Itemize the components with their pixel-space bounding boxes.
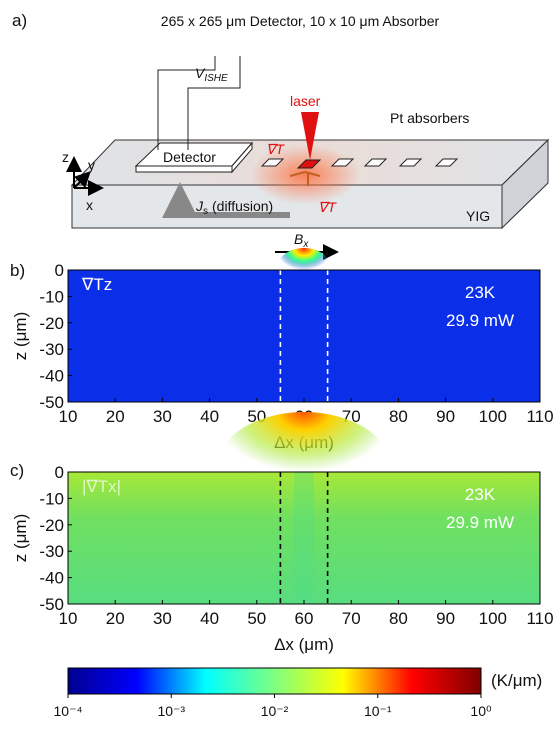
panel-label: a) [12,11,27,30]
yig-label: YIG [466,208,490,224]
y-axis-title: z (μm) [11,514,30,563]
wire [187,56,241,150]
laser-label: laser [290,93,321,109]
absorbers [260,158,459,169]
x-tick-label: 50 [247,609,266,628]
slab-side [501,138,549,230]
x-axis-title: Δx (μm) [274,635,334,654]
laser-beam [301,112,319,160]
schematic: z y x VISHE Detector laser Pt absorbers … [62,56,550,260]
colorbar-tick-label: 10⁻² [261,703,289,719]
x-tick-label: 70 [342,609,361,628]
x-tick-label: 90 [436,407,455,426]
heat-arrows [289,171,321,186]
x-tick-label: 30 [153,407,172,426]
j-sub: s [203,206,208,217]
x-tick-label: 30 [153,609,172,628]
x-tick-label: 100 [479,407,507,426]
colorbar-unit: (K/μm) [491,671,542,690]
colorbar-tick-label: 10⁻⁴ [54,703,83,719]
annotation: |∇Tx| [82,477,121,496]
x-tick-label: 100 [479,609,507,628]
x-tick-label: 10 [59,407,78,426]
x-tick-label: 90 [436,609,455,628]
y-tick-label: 0 [55,463,64,482]
y-tick-label: 0 [55,261,64,280]
annotation: 23K [465,283,496,302]
gradient-label: ∇T [318,199,337,215]
annotation: 29.9 mW [446,311,514,330]
j-symbol: J [195,198,204,214]
j-text: (diffusion) [212,198,273,214]
colorbar-tick-label: 10⁻¹ [364,703,392,719]
x-tick-label: 60 [295,609,314,628]
v-symbol: V [195,65,206,81]
y-tick-label: -50 [39,393,64,412]
detector-label: Detector [163,149,216,165]
annotation: ∇Tz [81,275,112,294]
x-tick-label: 20 [106,407,125,426]
annotation: 23K [465,485,496,504]
x-tick-label: 40 [200,609,219,628]
y-tick-label: -20 [39,314,64,333]
absorbers-label: Pt absorbers [390,110,469,126]
y-tick-label: -50 [39,595,64,614]
wire [157,56,216,150]
spin-current-arrow [162,182,290,218]
detector-side [231,141,253,174]
x-tick-label: 110 [526,407,553,426]
y-tick-label: -10 [39,287,64,306]
axes-icon [66,156,104,196]
colorbar [67,667,482,695]
y-tick-label: -30 [39,340,64,359]
v-label: VISHE [195,65,228,84]
colorbar-tick-label: 10⁻³ [157,703,185,719]
spin-current-label: Js (diffusion) [195,198,273,217]
detector-front [135,165,233,173]
y-tick-label: -40 [39,569,64,588]
y-tick-label: -40 [39,367,64,386]
panel-label: c) [10,461,24,480]
x-tick-label: 10 [59,609,78,628]
x-tick-label: 20 [106,609,125,628]
gradient-label: ∇T [266,141,285,157]
v-sub: ISHE [204,73,228,84]
y-tick-label: -10 [39,489,64,508]
x-tick-label: 80 [389,609,408,628]
y-tick-label: -30 [39,542,64,561]
field-label: Bx [294,231,309,250]
axis-x: x [86,197,93,213]
x-tick-label: 110 [526,609,553,628]
y-tick-label: -20 [39,516,64,535]
heatmap-valley [294,472,314,604]
annotation: 29.9 mW [446,513,514,532]
schematic-title: 265 x 265 μm Detector, 10 x 10 μm Absorb… [161,13,440,29]
axis-z: z [62,149,69,165]
b-sub: x [302,239,309,250]
x-tick-label: 80 [389,407,408,426]
panel-label: b) [10,261,25,280]
x-tick-label: 40 [200,407,219,426]
b-symbol: B [294,231,303,247]
y-axis-title: z (μm) [11,312,30,361]
colorbar-tick-label: 10⁰ [470,703,492,719]
axis-y: y [88,157,95,173]
